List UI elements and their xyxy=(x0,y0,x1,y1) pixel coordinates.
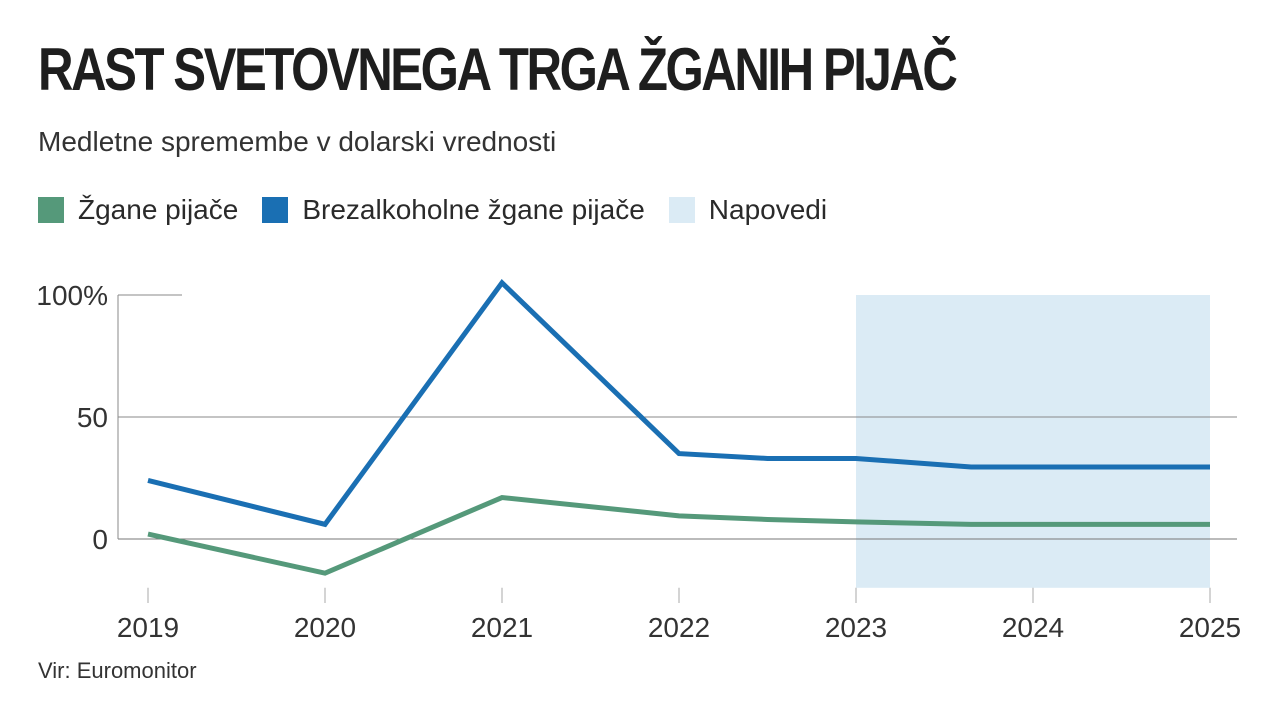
legend-item-nonalcoholic: Brezalkoholne žgane pijače xyxy=(262,194,645,226)
x-tick-label: 2022 xyxy=(648,612,710,643)
series-line-nonalcoholic xyxy=(147,279,1210,528)
forecast-band xyxy=(856,295,1210,588)
y-tick-label: 100% xyxy=(36,280,108,311)
legend-swatch-spirits xyxy=(38,197,64,223)
legend: Žgane pijače Brezalkoholne žgane pijače … xyxy=(38,190,851,230)
y-tick-label: 0 xyxy=(92,524,108,555)
legend-label-spirits: Žgane pijače xyxy=(78,194,239,225)
chart-title: RAST SVETOVNEGA TRGA ŽGANIH PIJAČ xyxy=(38,36,958,103)
x-tick-label: 2023 xyxy=(825,612,887,643)
x-tick-label: 2025 xyxy=(1179,612,1241,643)
x-tick-label: 2019 xyxy=(117,612,179,643)
x-tick-label: 2021 xyxy=(471,612,533,643)
y-tick-label: 50 xyxy=(77,402,108,433)
legend-item-spirits: Žgane pijače xyxy=(38,194,238,226)
legend-swatch-nonalcoholic xyxy=(262,197,289,223)
legend-label-forecast: Napovedi xyxy=(708,194,828,225)
source-note: Vir: Euromonitor xyxy=(38,658,197,683)
x-tick-label: 2024 xyxy=(1002,612,1064,643)
chart-subtitle: Medletne spremembe v dolarski vrednosti xyxy=(38,126,557,157)
x-tick-label: 2020 xyxy=(294,612,356,643)
legend-swatch-forecast xyxy=(668,197,695,223)
series-line-spirits xyxy=(147,494,1210,576)
legend-item-forecast: Napovedi xyxy=(668,194,828,226)
legend-label-nonalcoholic: Brezalkoholne žgane pijače xyxy=(302,194,645,225)
